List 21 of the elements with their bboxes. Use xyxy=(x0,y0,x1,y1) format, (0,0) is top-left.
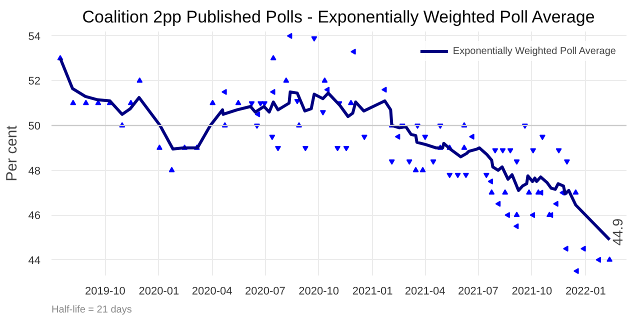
x-tick-label: 2020-07 xyxy=(244,286,286,298)
y-tick-label: 54 xyxy=(28,30,41,43)
y-tick-label: 46 xyxy=(28,210,41,222)
x-tick-label: 2020-10 xyxy=(298,286,340,298)
y-tick-label: 48 xyxy=(28,165,41,178)
x-tick-label: 2019-10 xyxy=(85,286,126,298)
chart-title: Coalition 2pp Published Polls - Exponentially Weighted Poll Average xyxy=(82,8,595,26)
y-axis-title: Per cent xyxy=(3,124,20,182)
x-tick-label: 2020-04 xyxy=(192,286,232,298)
legend-label: Exponentially Weighted Poll Average xyxy=(452,46,616,56)
x-tick-label: 2021-04 xyxy=(404,286,446,298)
x-tick-label: 2021-10 xyxy=(512,286,552,298)
x-tick-label: 2021-07 xyxy=(458,286,498,298)
y-tick-label: 52 xyxy=(28,76,41,88)
x-tick-label: 2021-01 xyxy=(352,286,393,298)
x-tick-label: 2022-01 xyxy=(565,286,606,298)
x-tick-label: 2020-01 xyxy=(138,286,180,298)
y-tick-label: 44 xyxy=(28,254,41,267)
y-tick-label: 50 xyxy=(28,120,41,133)
annotation: 44.9 xyxy=(610,218,626,246)
text: Half-life = 21 days xyxy=(52,304,132,316)
